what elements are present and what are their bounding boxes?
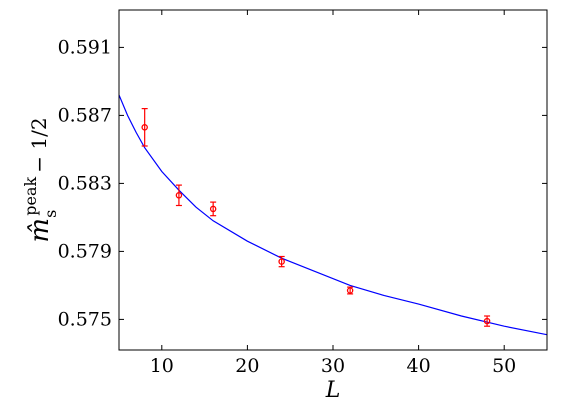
data-points-layer: [141, 107, 491, 327]
y-axis-title-tail: − 1/2: [27, 117, 51, 172]
x-axis-ticks: 10 20 30 40 50: [150, 10, 516, 377]
point-marker: [278, 258, 285, 265]
point-marker: [346, 287, 354, 294]
y-axis-title-main: m̂: [25, 218, 55, 243]
data-point: [209, 201, 217, 217]
y-tick-label: 0.579: [58, 240, 112, 262]
plot-frame: [118, 9, 548, 351]
y-tick-label: 0.587: [58, 104, 112, 126]
point-marker: [141, 124, 148, 131]
y-axis-title-sub: s: [41, 210, 60, 218]
data-point: [278, 255, 285, 268]
y-tick-label: 0.575: [58, 308, 112, 330]
fit-curve-layer: [119, 94, 547, 336]
x-tick-label: 30: [321, 355, 345, 377]
point-marker: [209, 205, 217, 213]
fit-curve: [119, 94, 547, 336]
y-axis-title-sup: peak: [21, 176, 40, 215]
svg-text:m̂speak− 1/2: m̂speak − 1/2: [21, 117, 60, 242]
point-marker: [483, 317, 491, 325]
x-axis-title: L: [325, 378, 341, 403]
y-axis-title: m̂speak − 1/2: [21, 117, 60, 242]
y-axis-ticks: 0.575 0.579 0.583 0.587 0.591: [58, 36, 547, 330]
x-tick-label: 50: [492, 355, 516, 377]
data-point: [141, 107, 148, 147]
point-marker: [175, 192, 183, 199]
data-point: [483, 315, 491, 327]
data-point: [346, 286, 354, 295]
x-tick-label: 20: [235, 355, 259, 377]
y-tick-label: 0.591: [58, 36, 112, 58]
y-tick-label: 0.583: [58, 172, 112, 194]
data-point: [175, 184, 183, 207]
x-tick-label: 40: [407, 355, 431, 377]
x-tick-label: 10: [150, 355, 174, 377]
